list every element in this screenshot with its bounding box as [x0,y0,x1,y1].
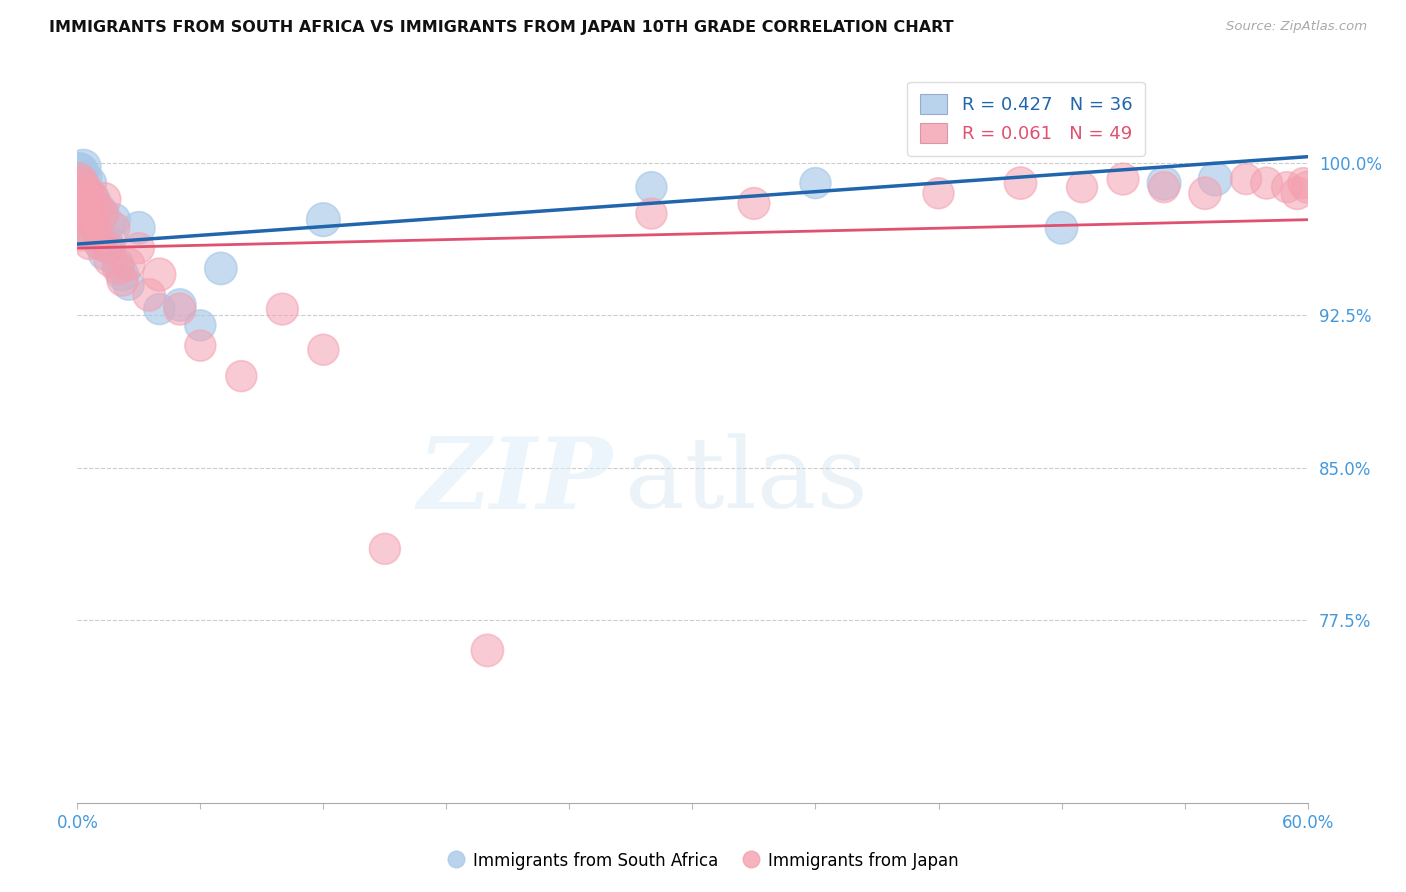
Legend: Immigrants from South Africa, Immigrants from Japan: Immigrants from South Africa, Immigrants… [441,846,965,877]
Point [89,237,111,252]
Point [80,190,103,204]
Point [804,176,827,190]
Point [72,180,94,194]
Point [1010,176,1032,190]
Point [148,268,170,282]
Text: IMMIGRANTS FROM SOUTH AFRICA VS IMMIGRANTS FROM JAPAN 10TH GRADE CORRELATION CHA: IMMIGRANTS FROM SOUTH AFRICA VS IMMIGRAN… [49,20,953,35]
Point [271,301,294,317]
Point [76,220,98,235]
Point [148,301,170,317]
Point [1296,180,1319,194]
Point [640,180,662,194]
Point [231,369,253,384]
Point [84,220,107,235]
Point [169,301,191,317]
Point [477,643,499,657]
Point [76,186,98,201]
Point [98,253,121,268]
Point [1275,180,1298,194]
Point [94,233,117,247]
Point [117,257,139,271]
Point [209,261,232,276]
Point [67,172,90,186]
Point [67,161,90,176]
Text: ZIP: ZIP [418,433,613,529]
Point [87,227,110,241]
Point [93,247,115,261]
Point [75,220,97,235]
Point [84,201,107,215]
Point [1112,172,1135,186]
Point [1050,220,1073,235]
Point [79,176,101,190]
Point [70,164,93,178]
Point [138,288,160,302]
Point [742,196,765,211]
Point [97,217,120,231]
Point [128,220,150,235]
Point [1194,186,1216,201]
Point [89,237,111,252]
Point [80,201,103,215]
Point [1153,180,1175,194]
Point [79,206,101,220]
Point [103,212,125,227]
Point [1292,176,1315,190]
Point [79,212,101,227]
Point [97,241,120,255]
Text: atlas: atlas [624,434,868,529]
Point [76,186,98,201]
Legend: R = 0.427   N = 36, R = 0.061   N = 49: R = 0.427 N = 36, R = 0.061 N = 49 [907,82,1144,156]
Point [72,206,94,220]
Point [76,227,98,241]
Point [83,217,105,231]
Point [928,186,950,201]
Point [107,257,129,271]
Point [1286,186,1309,201]
Point [72,160,94,174]
Point [312,212,335,227]
Point [79,237,101,252]
Point [70,180,93,194]
Point [72,201,94,215]
Point [1071,180,1094,194]
Point [188,338,212,352]
Point [312,343,335,357]
Point [90,206,114,220]
Point [83,193,105,207]
Point [111,274,134,288]
Point [67,196,90,211]
Point [107,261,129,276]
Point [111,268,134,282]
Point [93,193,115,207]
Point [169,298,191,312]
Point [1204,172,1226,186]
Point [70,206,93,220]
Point [103,220,125,235]
Point [90,206,114,220]
Point [188,318,212,333]
Point [98,241,121,255]
Point [75,169,97,184]
Point [128,241,150,255]
Point [374,541,396,556]
Point [1256,176,1278,190]
Point [75,190,97,204]
Text: Source: ZipAtlas.com: Source: ZipAtlas.com [1226,20,1367,33]
Point [1234,172,1257,186]
Point [70,176,93,190]
Point [1153,176,1175,190]
Point [67,223,90,237]
Point [640,206,662,220]
Point [75,212,97,227]
Point [87,201,110,215]
Point [117,277,139,292]
